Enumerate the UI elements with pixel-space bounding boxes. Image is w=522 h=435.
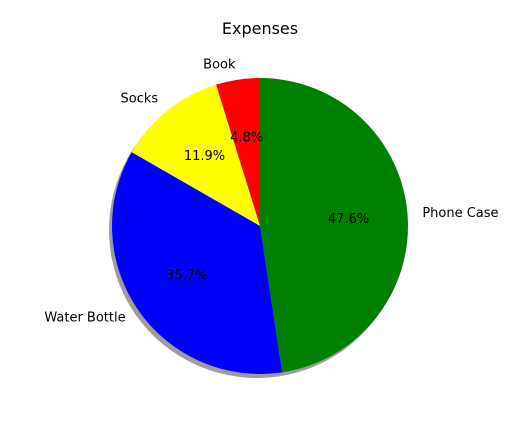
slice-percent-socks: 11.9% bbox=[184, 149, 225, 164]
slice-label-book: Book bbox=[203, 58, 236, 73]
pie-slices bbox=[112, 78, 409, 375]
slice-percent-phone-case: 47.6% bbox=[328, 212, 369, 227]
pie-slice-book bbox=[216, 78, 260, 226]
pie-labels: Book 4.8% Socks 11.9% Water Bottle 35.7% Phone… bbox=[44, 58, 498, 326]
slice-label-phone-case: Phone Case bbox=[422, 206, 498, 221]
chart-title: Expenses bbox=[222, 19, 298, 38]
slice-label-socks: Socks bbox=[121, 91, 159, 106]
pie-slice-socks bbox=[131, 84, 260, 226]
pie-slice-phone-case bbox=[260, 78, 409, 373]
slice-percent-book: 4.8% bbox=[230, 131, 263, 146]
pie-slice-water-bottle bbox=[112, 152, 283, 375]
slice-percent-water-bottle: 35.7% bbox=[166, 269, 207, 284]
slice-label-water-bottle: Water Bottle bbox=[44, 310, 125, 325]
